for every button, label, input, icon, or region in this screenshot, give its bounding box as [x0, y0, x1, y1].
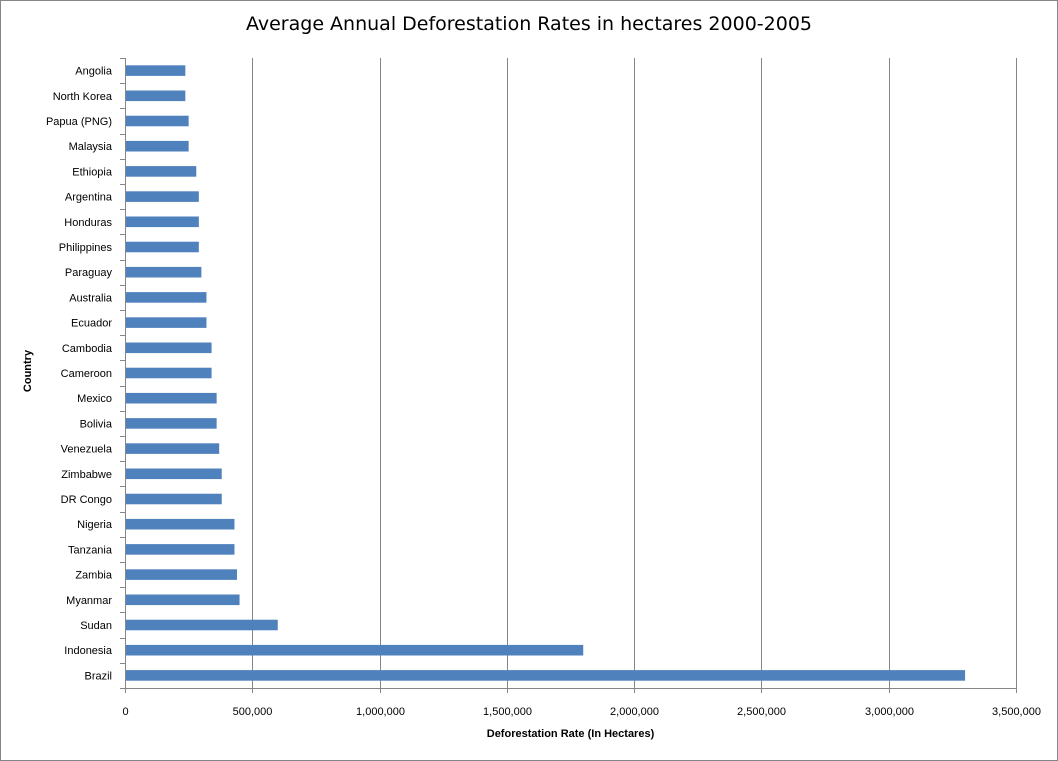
y-tick-label: Paraguay — [65, 267, 113, 279]
x-tick-label: 3,000,000 — [865, 706, 914, 718]
bar — [125, 216, 199, 228]
y-tick-label: North Korea — [53, 91, 113, 103]
y-tick-label: Ethiopia — [72, 166, 113, 178]
bar — [125, 670, 966, 681]
y-tick-label: Angolia — [75, 66, 113, 78]
y-tick-label: DR Congo — [61, 494, 112, 506]
x-tick-label: 0 — [122, 706, 128, 718]
y-tick-label: Bolivia — [80, 418, 113, 430]
y-tick-label: Malaysia — [69, 141, 113, 153]
bar — [125, 367, 212, 379]
y-tick-label: Australia — [69, 292, 113, 304]
bar — [125, 191, 199, 202]
y-tick-label: Honduras — [64, 217, 112, 229]
y-tick-label: Sudan — [80, 620, 112, 632]
bar — [125, 544, 235, 555]
y-tick-label: Tanzania — [68, 544, 113, 556]
y-tick-label: Cambodia — [62, 343, 113, 355]
y-tick-label: Zambia — [75, 570, 113, 582]
bar — [125, 594, 240, 606]
x-axis-title: Deforestation Rate (In Hectares) — [486, 728, 655, 740]
bar — [125, 443, 220, 454]
y-tick-label: Philippines — [59, 242, 113, 254]
x-tick-label: 1,000,000 — [356, 706, 405, 718]
chart-title: Average Annual Deforestation Rates in he… — [245, 13, 812, 35]
bar — [125, 644, 584, 656]
y-tick-label: Brazil — [84, 670, 112, 682]
x-tick-label: 2,000,000 — [610, 706, 659, 718]
y-axis-title: Country — [22, 349, 34, 393]
bar — [125, 317, 207, 328]
bar — [125, 569, 238, 580]
bar — [125, 392, 217, 404]
bar — [125, 65, 186, 76]
bar — [125, 115, 189, 127]
y-tick-label: Mexico — [77, 393, 112, 405]
y-tick-label: Nigeria — [77, 519, 113, 531]
y-tick-label: Zimbabwe — [61, 469, 112, 481]
bar — [125, 241, 199, 253]
bar — [125, 342, 212, 354]
bar — [125, 140, 189, 152]
y-tick-label: Argentina — [65, 192, 113, 204]
y-tick-label: Papua (PNG) — [46, 116, 112, 128]
bar — [125, 418, 217, 429]
x-tick-label: 2,500,000 — [737, 706, 786, 718]
x-tick-label: 1,500,000 — [483, 706, 532, 718]
y-tick-label: Venezuela — [61, 444, 113, 456]
x-tick-label: 500,000 — [233, 706, 273, 718]
y-tick-label: Indonesia — [64, 645, 113, 657]
bar — [125, 292, 207, 303]
bar — [125, 518, 235, 530]
bar — [125, 493, 222, 505]
bar — [125, 90, 186, 102]
x-tick-label: 3,500,000 — [992, 706, 1041, 718]
bar — [125, 266, 202, 278]
y-tick-label: Ecuador — [71, 318, 112, 330]
bar — [125, 468, 222, 480]
bar — [125, 619, 278, 631]
y-tick-label: Cameroon — [61, 368, 112, 380]
y-tick-label: Myanmar — [66, 595, 112, 607]
bar — [125, 166, 197, 177]
